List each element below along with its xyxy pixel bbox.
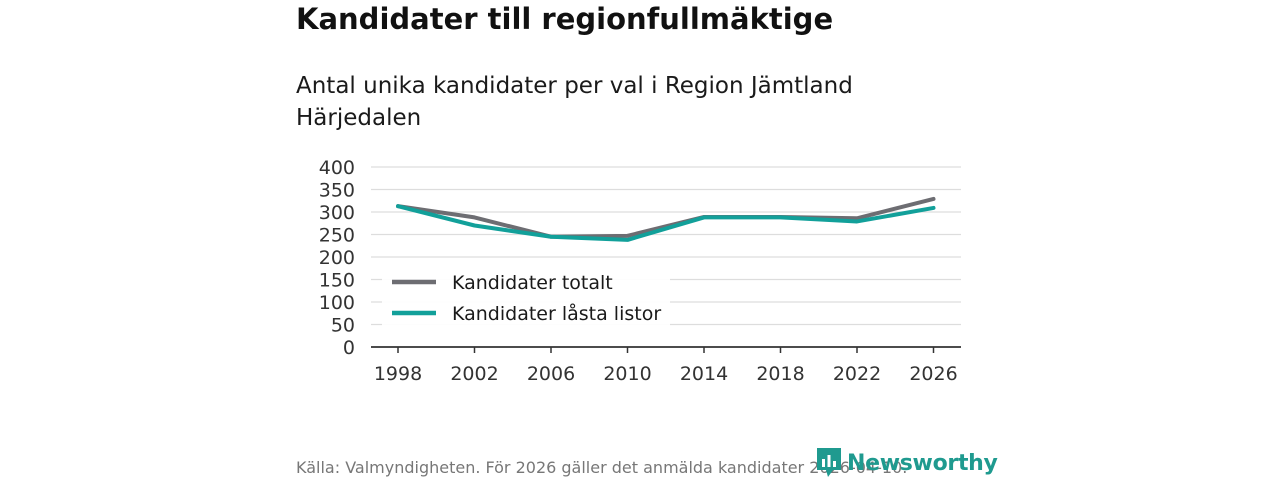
newsworthy-logo-icon bbox=[817, 448, 841, 477]
brand-logo: Newsworthy bbox=[815, 446, 998, 480]
legend-label: Kandidater låsta listor bbox=[452, 302, 661, 325]
y-tick-label: 0 bbox=[343, 337, 355, 359]
y-tick-label: 400 bbox=[319, 157, 355, 179]
x-tick-label: 2022 bbox=[833, 363, 881, 385]
x-tick-label: 2026 bbox=[909, 363, 957, 385]
y-tick-label: 150 bbox=[319, 270, 355, 292]
x-tick-label: 2010 bbox=[603, 363, 651, 385]
legend: Kandidater totalt Kandidater låsta listor bbox=[382, 264, 670, 330]
x-tick-label: 2014 bbox=[680, 363, 728, 385]
x-tick-label: 2002 bbox=[450, 363, 498, 385]
y-tick-label: 50 bbox=[331, 315, 355, 337]
chart-subtitle: Antal unika kandidater per val i Region … bbox=[296, 73, 853, 131]
series-line-0 bbox=[396, 196, 936, 239]
source-note: Källa: Valmyndigheten. För 2026 gäller d… bbox=[296, 458, 908, 477]
x-tick-label: 1998 bbox=[374, 363, 422, 385]
x-tick-label: 2006 bbox=[527, 363, 575, 385]
y-tick-label: 350 bbox=[319, 180, 355, 202]
x-tick-label: 2018 bbox=[756, 363, 804, 385]
y-tick-label: 250 bbox=[319, 225, 355, 247]
series-line-1 bbox=[396, 204, 936, 242]
brand-name: Newsworthy bbox=[847, 450, 998, 476]
chart-title: Kandidater till regionfullmäktige bbox=[296, 2, 834, 36]
legend-background bbox=[382, 264, 670, 330]
y-tick-label: 100 bbox=[319, 292, 355, 314]
series-lines bbox=[396, 196, 936, 242]
y-tick-label: 300 bbox=[319, 202, 355, 224]
legend-label: Kandidater totalt bbox=[452, 272, 613, 294]
y-tick-label: 200 bbox=[319, 247, 355, 269]
x-axis: 1998 2002 2006 2010 2014 2018 2022 2026 bbox=[371, 346, 961, 385]
